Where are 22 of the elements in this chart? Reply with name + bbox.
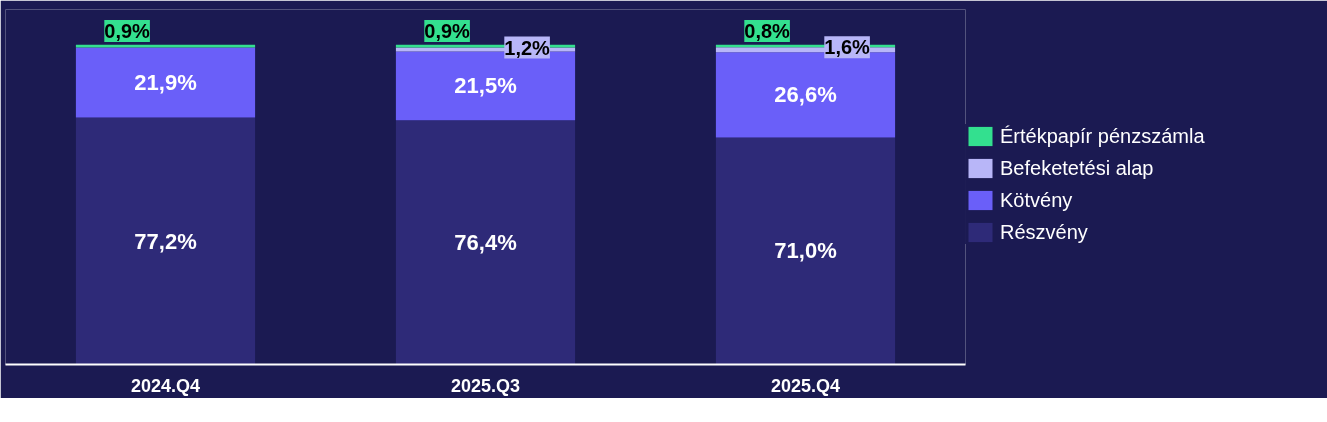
data-label: 77,2% — [134, 228, 197, 254]
legend-label: Kötvény — [1000, 188, 1073, 212]
data-label: 21,9% — [134, 70, 197, 96]
x-tick-label: 2024.Q4 — [130, 375, 201, 396]
bar — [395, 120, 576, 365]
legend-label: Részvény — [1000, 220, 1088, 244]
bar — [75, 117, 256, 365]
data-label: 26,6% — [774, 82, 837, 108]
data-label: 0,8% — [744, 20, 791, 43]
data-label: 76,4% — [454, 229, 517, 255]
legend-label: Befeketetési alap — [1000, 156, 1154, 180]
data-label: 0,9% — [104, 20, 151, 43]
data-label: 0,9% — [424, 20, 471, 43]
x-tick-label: 2025.Q3 — [450, 375, 521, 396]
x-tick-label: 2025.Q4 — [770, 375, 841, 396]
data-label: 21,5% — [454, 73, 517, 99]
data-label: 71,0% — [774, 238, 837, 264]
bar — [75, 47, 256, 118]
data-label: 1,6% — [824, 36, 871, 59]
data-label: 1,2% — [504, 36, 551, 59]
bar — [715, 137, 896, 365]
legend-label: Értékpapír pénzszámla — [1000, 124, 1205, 148]
